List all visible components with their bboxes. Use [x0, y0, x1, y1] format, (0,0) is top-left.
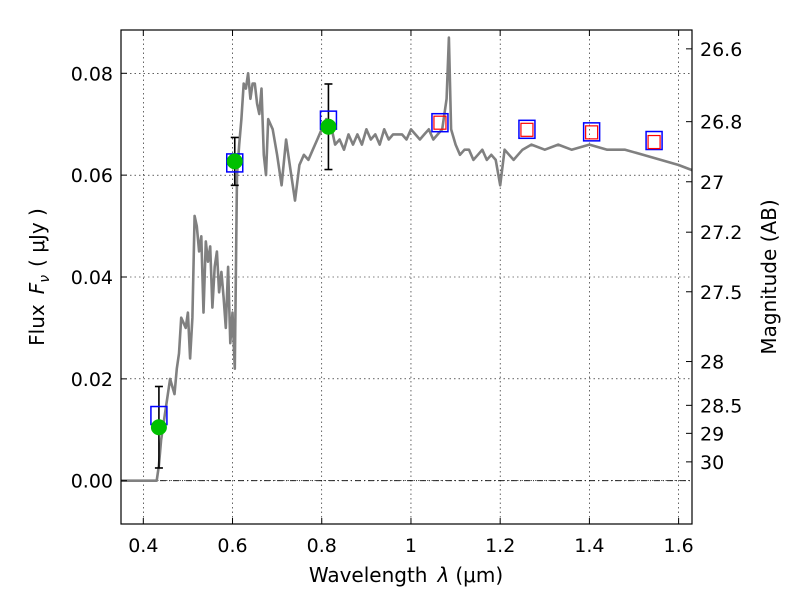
x-tick-label: 0.4 — [128, 535, 158, 557]
observed-point — [150, 419, 167, 436]
magnitude-tick-label: 28.5 — [700, 395, 742, 417]
magnitude-tick-label: 27.5 — [700, 282, 742, 304]
observed-point — [226, 153, 243, 170]
model-square-blue — [431, 112, 449, 133]
x-tick-labels: 0.4 0.6 0.8 1 1.2 1.4 1.6 — [128, 535, 694, 557]
model-square-blue — [518, 119, 536, 140]
magnitude-tick-label: 27.2 — [700, 222, 742, 244]
magnitude-tick-label: 29 — [700, 423, 724, 445]
model-square-red — [647, 134, 661, 150]
red-square-layer — [433, 115, 661, 150]
sed-curve-layer — [121, 36, 693, 483]
y-tick-label: 0.08 — [71, 63, 113, 85]
x-tick-label: 1.4 — [574, 535, 604, 557]
x-axis-label: Wavelength λ (μm) — [309, 563, 503, 587]
magnitude-tick-label: 26.8 — [700, 112, 742, 134]
y-tick-label: 0.06 — [71, 165, 113, 187]
x-tick-label: 1.6 — [664, 535, 694, 557]
x-tick-label: 1.2 — [485, 535, 515, 557]
y-tick-label: 0.04 — [71, 267, 113, 289]
magnitude-tick-label: 26.6 — [700, 39, 742, 61]
error-bar-layer — [154, 83, 333, 469]
magnitude-tick-label: 27 — [700, 172, 724, 194]
observed-point — [320, 118, 337, 135]
model-square-red — [433, 115, 447, 130]
model-square-blue — [645, 130, 663, 151]
right-axis-label: Magnitude (AB) — [757, 199, 781, 354]
blue-square-layer — [150, 110, 663, 426]
model-square-red — [585, 125, 599, 140]
y-tick-label: 0.00 — [71, 471, 113, 493]
sed-curve — [121, 36, 693, 483]
x-tick-label: 0.6 — [217, 535, 247, 557]
y-axis-label: FluxFν( μJy ) — [25, 208, 53, 346]
model-square-blue — [582, 122, 601, 142]
y-tick-label: 0.02 — [71, 369, 113, 391]
y-tick-labels: 0.00 0.02 0.04 0.06 0.08 — [71, 63, 113, 492]
tick-mark-layer — [121, 30, 692, 524]
grid-layer — [121, 30, 692, 524]
magnitude-tick-labels: 26.6 26.8 27 27.2 27.5 28 28.5 29 30 — [700, 39, 742, 474]
observed-point-layer — [150, 118, 337, 436]
x-tick-label: 1 — [405, 535, 417, 557]
magnitude-tick-label: 30 — [700, 452, 724, 474]
model-square-red — [520, 122, 534, 137]
magnitude-tick-label: 28 — [700, 352, 724, 374]
x-tick-label: 0.8 — [307, 535, 337, 557]
